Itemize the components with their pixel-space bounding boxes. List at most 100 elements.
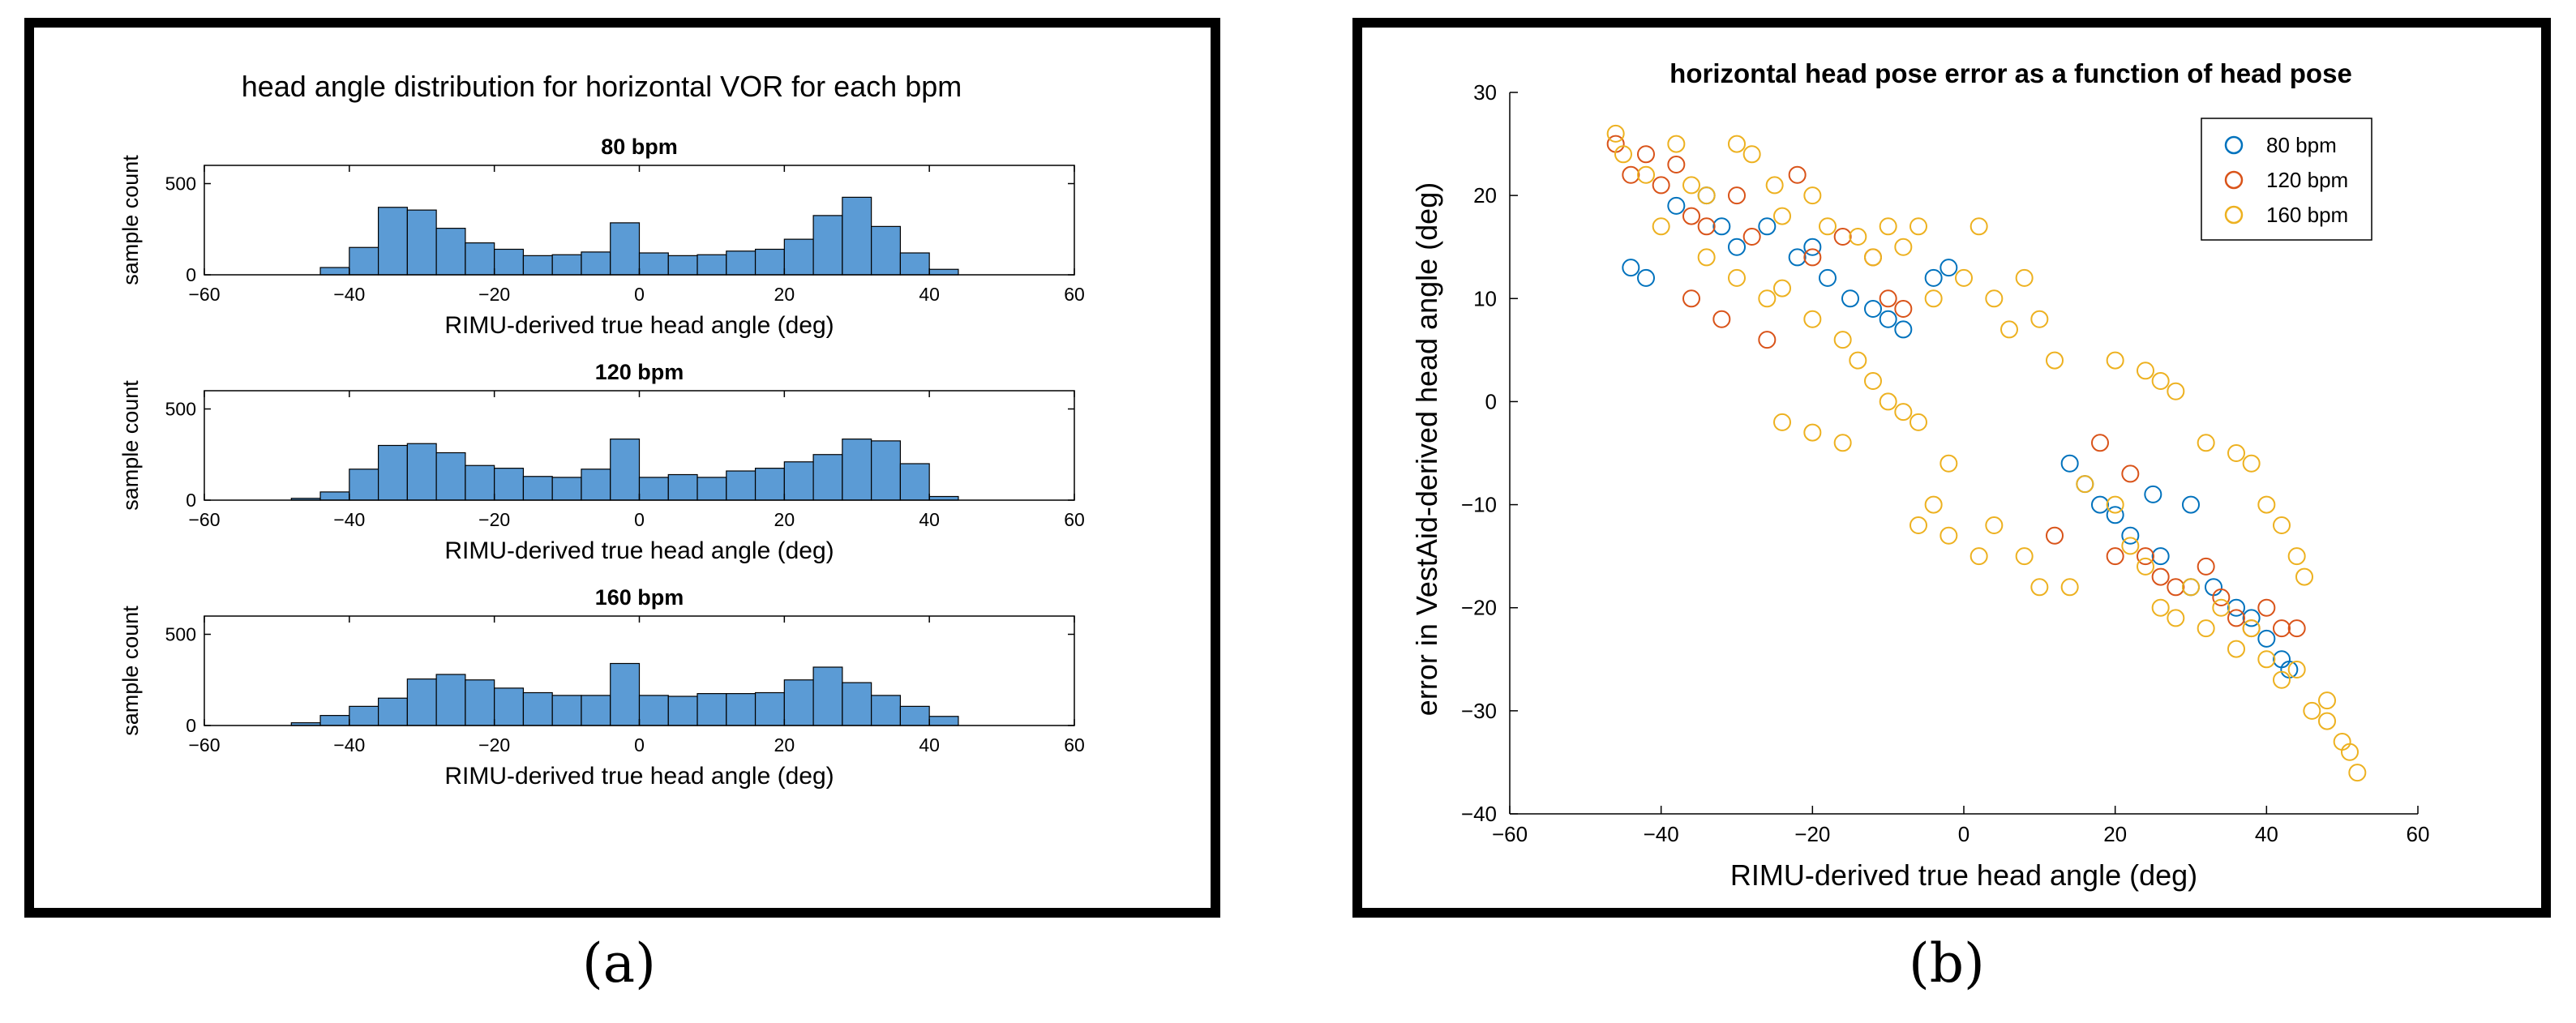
- suptitle: head angle distribution for horizontal V…: [242, 70, 962, 103]
- scatter-point: [1697, 217, 1716, 236]
- scatter-point: [2015, 547, 2034, 566]
- scatter-point: [2182, 495, 2200, 514]
- scatter-point: [2303, 701, 2321, 720]
- histogram-bar: [581, 469, 611, 501]
- scatter-point: [1697, 186, 1716, 205]
- histogram-bar: [522, 476, 553, 501]
- x-tick-label: −40: [333, 734, 365, 755]
- histogram-2: 120 bpm −60 −40 −20 0 20 40 60 0 500 RIMU-derived …: [118, 360, 1085, 564]
- histogram-bar: [522, 255, 553, 276]
- scatter-point: [2227, 598, 2245, 617]
- scatter-point: [2348, 764, 2367, 782]
- scatter-point: [1940, 526, 1958, 545]
- scatter-point: [2106, 506, 2124, 524]
- histogram-bar: [899, 463, 930, 501]
- scatter-point: [1667, 196, 1686, 215]
- scatter-point: [1637, 165, 1655, 184]
- scatter-point: [1940, 454, 1958, 473]
- scatter-point: [1970, 547, 1988, 566]
- scatter-point: [1773, 207, 1791, 225]
- scatter-point: [2121, 464, 2140, 483]
- histogram-bar: [319, 491, 350, 501]
- scatter-point: [2137, 557, 2154, 576]
- histogram-bar: [697, 693, 727, 726]
- scatter-point: [2151, 567, 2170, 586]
- x-tick-label: 60: [1064, 284, 1085, 305]
- x-tick-label: −20: [1794, 822, 1830, 846]
- scatter-point: [1773, 413, 1791, 431]
- histogram-bar: [581, 251, 611, 276]
- scatter-point: [2227, 444, 2245, 462]
- histogram-bar: [349, 246, 379, 276]
- legend-label: 80 bpm: [2266, 133, 2337, 157]
- histogram-bar: [754, 248, 785, 276]
- scatter-point: [2257, 629, 2276, 648]
- histogram-bar: [812, 215, 843, 276]
- scatter-point: [1758, 217, 1777, 236]
- scatter-point: [1924, 289, 1943, 308]
- scatter-point: [2242, 609, 2261, 627]
- histogram-bar: [842, 196, 872, 276]
- scatter-point: [1894, 300, 1913, 318]
- histogram-bar: [928, 268, 959, 276]
- legend-label: 120 bpm: [2266, 168, 2348, 192]
- scatter-point: [2151, 547, 2170, 566]
- histogram-bar: [349, 469, 379, 501]
- scatter-point: [1682, 207, 1700, 225]
- histogram-bar: [871, 225, 901, 276]
- histogram-bar: [406, 443, 437, 501]
- scatter-point: [1985, 289, 2004, 308]
- scatter-point: [1728, 186, 1746, 205]
- scatter-point: [2137, 547, 2154, 566]
- scatter-point: [1728, 238, 1746, 256]
- scatter-point: [2295, 567, 2313, 586]
- scatter-point: [1728, 268, 1746, 287]
- histogram-bar: [465, 679, 495, 726]
- scatter-point: [1728, 135, 1746, 153]
- scatter-point: [2227, 640, 2245, 658]
- x-tick-label: 60: [1064, 734, 1085, 755]
- histogram-bar: [551, 477, 582, 501]
- scatter-point: [2257, 495, 2276, 514]
- histogram-bar: [726, 470, 757, 501]
- histogram-bar: [378, 207, 408, 276]
- histogram-bar: [581, 695, 611, 726]
- scatter-figure: horizontal head pose error as a function…: [1410, 58, 2430, 892]
- y-tick-label: 20: [1473, 183, 1497, 208]
- scatter-title: horizontal head pose error as a function…: [1669, 58, 2352, 88]
- x-tick-label: 0: [634, 509, 645, 530]
- scatter-point: [2106, 547, 2124, 566]
- x-axis-label: RIMU-derived true head angle (deg): [444, 312, 834, 339]
- y-axis-label: sample count: [118, 606, 143, 736]
- histogram-bar: [667, 255, 698, 276]
- y-tick-label: 10: [1473, 286, 1497, 310]
- scatter-point: [1879, 310, 1897, 328]
- histogram-bar: [697, 254, 727, 276]
- scatter-point: [1864, 372, 1882, 390]
- panel-b: horizontal head pose error as a function…: [1352, 18, 2551, 918]
- histogram-bar: [435, 452, 466, 501]
- histogram-bar: [638, 252, 669, 276]
- scatter-point: [1970, 217, 1988, 236]
- scatter-point: [1758, 289, 1777, 308]
- series-120-bpm: [1606, 135, 2306, 638]
- histogram-bar: [465, 242, 495, 276]
- x-tick-label: 40: [2255, 822, 2278, 846]
- histogram-bar: [783, 461, 814, 501]
- scatter-point: [1819, 268, 1837, 287]
- histogram-bar: [435, 674, 466, 726]
- scatter-point: [1864, 300, 1882, 318]
- caption-a: (a): [582, 932, 656, 995]
- scatter-point: [2273, 670, 2291, 689]
- scatter-point: [2227, 609, 2245, 627]
- scatter-point: [2273, 619, 2291, 638]
- y-axis-label: sample count: [118, 380, 143, 511]
- histogram-bar: [726, 250, 757, 276]
- legend-marker: [2224, 170, 2244, 190]
- scatter-point: [1833, 434, 1852, 452]
- scatter-point: [1909, 217, 1927, 236]
- scatter-point: [2046, 526, 2064, 545]
- histogram-bar: [783, 238, 814, 276]
- scatter-point: [2242, 454, 2261, 473]
